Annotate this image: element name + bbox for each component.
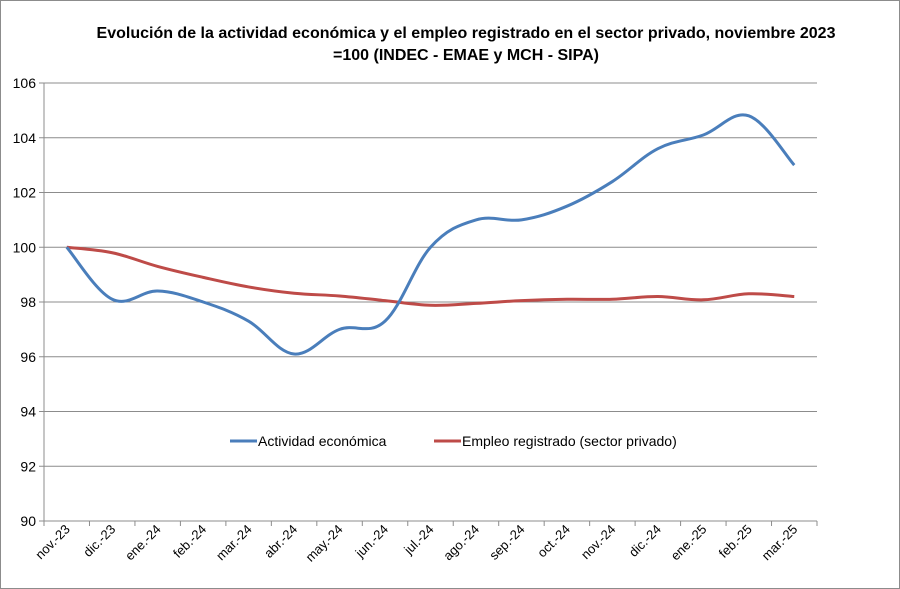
data-point [384,299,387,302]
x-tick-label: sep.-24 [486,522,527,563]
y-tick-label: 94 [20,404,36,420]
y-tick-label: 90 [20,513,36,529]
data-point [702,134,705,137]
data-point [565,298,568,301]
data-point [156,265,159,268]
x-tick-label: nov.-24 [578,522,619,563]
x-tick-label: oct.-24 [534,522,573,561]
chart-title-line2: =100 (INDEC - EMAE y MCH - SIPA) [333,47,599,64]
legend: Actividad económica Empleo registrado (se… [230,433,677,449]
data-point [611,298,614,301]
data-point [474,302,477,305]
data-point [338,328,341,331]
data-point [565,205,568,208]
data-point [747,292,750,295]
data-point [793,295,796,298]
data-point [202,276,205,279]
data-point [156,290,159,293]
data-point [111,251,114,254]
gridlines [44,82,817,467]
data-point [429,246,432,249]
x-tick-label: ene.-25 [668,522,710,564]
x-tick-label: ago.-24 [440,522,482,564]
data-point [520,218,523,221]
y-tick-label: 106 [13,75,37,91]
y-tick-label: 104 [13,130,37,146]
data-point [747,114,750,117]
x-tick-label: ene.-24 [122,522,164,564]
data-point [247,285,250,288]
data-point [293,353,296,356]
legend-label: Empleo registrado (sector privado) [462,433,677,449]
data-point [202,301,205,304]
data-point [338,294,341,297]
x-tick-label: abr.-24 [261,522,300,561]
data-point [793,164,796,167]
y-tick-label: 92 [20,458,36,474]
data-point [656,147,659,150]
x-tick-label: feb.-25 [716,522,755,561]
x-tick-label: mar.-24 [213,522,255,564]
x-axis-tick-labels: nov.-23 dic.-23 ene.-24 feb.-24 mar.-24 abr.-… [32,522,800,565]
data-point [611,180,614,183]
data-point [474,218,477,221]
data-point [429,304,432,307]
data-point [656,295,659,298]
data-point [65,246,68,249]
x-tick-label: may.-24 [303,522,346,565]
series-lines [65,113,796,356]
y-axis-tick-labels: 90 92 94 96 98 100 102 104 106 [13,75,37,529]
x-tick-label: dic.-24 [626,522,664,560]
axes [39,82,818,526]
data-point [247,320,250,323]
data-point [520,299,523,302]
x-tick-label: dic.-23 [80,522,118,560]
legend-label: Actividad económica [258,433,387,449]
chart-title-line1: Evolución de la actividad económica y el… [96,25,836,42]
chart-title: Evolución de la actividad económica y el… [41,23,891,67]
data-point [293,292,296,295]
data-point [702,298,705,301]
x-tick-label: jun.-24 [352,522,391,561]
x-tick-label: mar.-25 [759,522,801,564]
x-tick-label: feb.-24 [170,522,209,561]
y-tick-label: 96 [20,349,36,365]
x-tick-label: nov.-23 [32,522,73,563]
y-tick-label: 102 [13,185,37,201]
x-tick-label: jul.-24 [400,522,436,558]
y-tick-label: 98 [20,294,36,310]
series-line-actividad-economica [65,113,796,356]
y-tick-label: 100 [13,239,37,255]
data-point [384,320,387,323]
series-line-empleo-registrado [66,245,795,307]
data-point [111,298,114,301]
